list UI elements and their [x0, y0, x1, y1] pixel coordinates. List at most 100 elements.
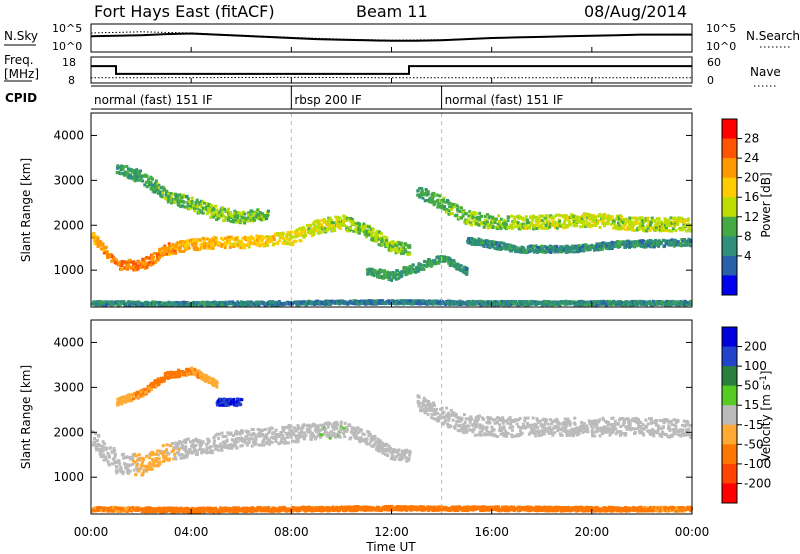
heatmap-cell-band-3	[381, 276, 385, 280]
heatmap-cell-band-0	[246, 433, 250, 437]
heatmap-cell-band-4	[610, 240, 614, 244]
heatmap-cell-band-0	[399, 243, 403, 247]
heatmap-cell-band-0	[294, 232, 298, 236]
heatmap-cell-band-2	[531, 218, 535, 222]
heatmap-cell-band-0	[284, 441, 288, 445]
heatmap-cell-band-0	[214, 236, 218, 240]
heatmap-cell-band-1	[205, 212, 209, 216]
heatmap-cell-band-5	[645, 303, 648, 307]
heatmap-cell-band-1	[198, 203, 202, 207]
heatmap-cell-band-0	[235, 429, 238, 433]
heatmap-cell-band-0	[192, 449, 196, 453]
heatmap-cell-band-0	[148, 456, 152, 460]
heatmap-cell-band-0	[223, 442, 226, 446]
heatmap-cell-band-3	[393, 274, 397, 278]
heatmap-cell-band-0	[299, 232, 303, 236]
heatmap-cell-band-0	[240, 444, 244, 448]
heatmap-cell-band-2	[663, 217, 667, 221]
heatmap-cell-band-4	[681, 243, 685, 247]
heatmap-cell-band-0	[281, 434, 285, 438]
heatmap-cell-band-2	[603, 212, 607, 216]
heatmap-cell-band-0	[330, 221, 334, 224]
heatmap-cell-band-2	[625, 217, 629, 221]
heatmap-cell-band-2	[430, 201, 434, 204]
heatmap-cell-band-0	[174, 457, 178, 461]
heatmap-cell-band-1	[199, 199, 203, 203]
heatmap-cell-band-2	[635, 221, 639, 225]
heatmap-cell-band-2	[686, 219, 690, 223]
heatmap-cell-band-0	[362, 222, 366, 226]
heatmap-cell-band-2	[613, 222, 616, 226]
heatmap-cell-band-5	[369, 302, 373, 306]
nave-label: Nave	[750, 65, 781, 79]
heatmap-cell-band-2	[618, 214, 622, 218]
heatmap-cell-band-2	[618, 224, 622, 228]
heatmap-cell-band-2	[441, 204, 445, 208]
heatmap-cell-band-5	[391, 299, 394, 303]
heatmap-cell-band-0	[206, 437, 210, 441]
heatmap-cell-band-0	[134, 454, 138, 458]
heatmap-cell-band-1	[199, 204, 203, 208]
heatmap-cell-band-2	[593, 215, 597, 219]
heatmap-cell-band-2	[517, 225, 521, 229]
heatmap-cell-band-2	[436, 193, 440, 197]
heatmap-cell-band-4	[499, 241, 503, 245]
heatmap-cell-band-0	[102, 453, 105, 457]
heatmap-cell-band-5	[508, 300, 512, 304]
heatmap-cell-band-2	[525, 218, 529, 222]
heatmap-cell-band-2	[582, 212, 586, 216]
heatmap-cell-band-1	[144, 180, 148, 184]
heatmap-cell-band-2	[679, 228, 683, 232]
heatmap-cell-band-2	[687, 226, 691, 230]
heatmap-cell-band-0	[216, 444, 219, 448]
heatmap-cell-band-1	[260, 218, 264, 222]
heatmap-cell-band-5	[658, 300, 662, 304]
heatmap-cell-band-0	[230, 446, 234, 450]
heatmap-cell-band-2	[580, 217, 584, 220]
heatmap-cell-band-0	[167, 242, 171, 246]
heatmap-cell-band-0	[234, 432, 238, 436]
heatmap-cell-band-0	[258, 429, 262, 433]
heatmap-cell-band-2	[496, 222, 500, 226]
heatmap-cell-band-4	[676, 243, 680, 247]
heatmap-cell-band-4	[548, 245, 552, 249]
heatmap-cell-band-0	[141, 471, 145, 475]
heatmap-cell-band-0	[311, 434, 315, 438]
heatmap-cell-band-0	[111, 462, 115, 466]
heatmap-cell-band-4	[670, 242, 674, 246]
heatmap-cell-band-4	[544, 250, 548, 254]
heatmap-cell-band-0	[169, 250, 173, 254]
heatmap-cell-band-0	[207, 244, 211, 248]
heatmap-cell-band-0	[343, 223, 347, 227]
heatmap-cell-band-0	[97, 239, 101, 243]
heatmap-cell-band-1	[235, 211, 239, 215]
heatmap-cell-band-3	[373, 268, 377, 272]
heatmap-cell-band-2	[655, 226, 658, 230]
heatmap-cell-band-2	[568, 220, 572, 224]
heatmap-cell-band-1	[229, 211, 233, 215]
heatmap-cell-band-2	[524, 227, 528, 230]
heatmap-cell-band-2	[528, 224, 532, 228]
heatmap-cell-band-0	[385, 236, 389, 240]
heatmap-cell-band-0	[192, 446, 196, 450]
heatmap-cell-band-2	[494, 217, 498, 221]
heatmap-cell-band-4	[479, 241, 483, 245]
heatmap-cell-band-0	[350, 222, 354, 226]
heatmap-cell-band-0	[156, 449, 160, 453]
heatmap-cell-band-0	[136, 264, 140, 268]
heatmap-cell-band-0	[329, 430, 333, 434]
heatmap-cell-band-2	[668, 220, 672, 224]
heatmap-cell-band-0	[229, 235, 233, 239]
heatmap-cell-band-0	[105, 250, 109, 253]
y-axis-tick-label: 1000	[53, 263, 84, 277]
heatmap-cell-band-5	[594, 303, 598, 307]
heatmap-cell-band-0	[397, 241, 401, 245]
heatmap-cell-band-0	[282, 437, 286, 441]
heatmap-cell-band-0	[206, 237, 210, 241]
heatmap-cell-band-0	[233, 439, 237, 443]
heatmap-cell-band-2	[437, 198, 441, 202]
heatmap-cell-band-0	[164, 457, 168, 460]
heatmap-cell-band-0	[354, 224, 358, 228]
heatmap-cell-band-3	[383, 269, 387, 273]
heatmap-cell-band-0	[296, 437, 300, 440]
